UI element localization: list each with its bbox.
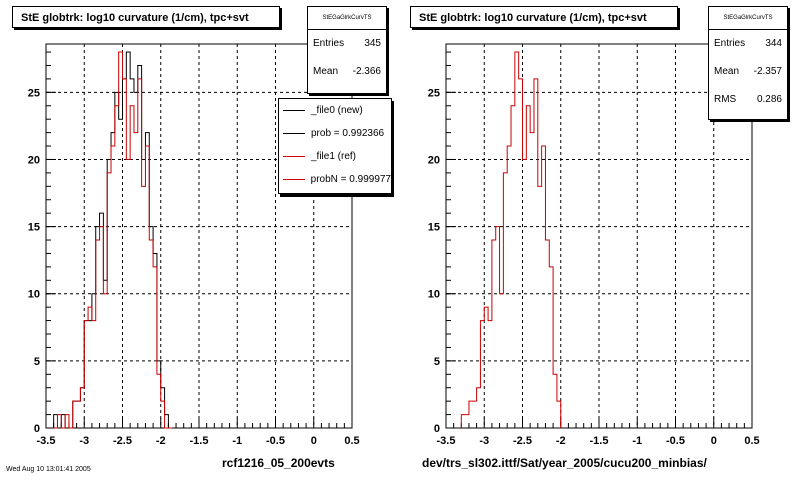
legend-entry-probn: probN = 0.999977 [279, 168, 391, 191]
legend-label-file0: _file0 (new) [311, 105, 363, 116]
chart0-series-1-histogram [53, 51, 173, 429]
chart1-y-tick-label: 15 [428, 222, 440, 234]
chart0-x-tick-label: -2 [156, 435, 166, 447]
right-chart-title: StE globtrk: log10 curvature (1/cm), tpc… [410, 6, 678, 28]
left-stats-entries-label: Entries [313, 38, 345, 49]
right-x-axis-label: dev/trs_sl302.ittf/Sat/year_2005/cucu200… [422, 456, 707, 470]
left-stats-name: StEGaGlrkCurvTS [308, 7, 386, 30]
right-stats-rms-label: RMS [714, 94, 737, 105]
legend-swatch-prob [283, 133, 305, 134]
chart1-y-tick-label: 25 [428, 87, 440, 99]
left-stats-entries-value: 345 [364, 38, 381, 49]
chart0-x-tick-label: 0.5 [344, 435, 359, 447]
left-legend: _file0 (new) prob = 0.992366 _file1 (ref… [278, 98, 392, 194]
right-stats-name: StEGaGlrkCurvTS [709, 7, 787, 30]
chart0-x-tick-label: 0 [311, 435, 317, 447]
left-chart-title: StE globtrk: log10 curvature (1/cm), tpc… [12, 6, 280, 28]
chart0-x-tick-label: -3.5 [37, 435, 56, 447]
chart1-x-tick-label: -1.5 [590, 435, 609, 447]
chart0-y-tick-label: 25 [28, 87, 40, 99]
legend-swatch-probn [283, 179, 305, 180]
right-histogram-plot: -3.5 -3 -2.5 -2 -1.5 -1 -0.5 0 0.5 0 5 10 15 20 25 [428, 43, 760, 447]
chart0-y-tick-label: 10 [28, 289, 40, 301]
chart0-y-tick-label: 20 [28, 154, 40, 166]
right-stats-entries-value: 344 [765, 38, 782, 49]
right-stats-mean-value: -2.357 [753, 66, 782, 77]
right-stats-box: StEGaGlrkCurvTS Entries 344 Mean -2.357 … [708, 6, 788, 120]
legend-entry-prob: prob = 0.992366 [279, 122, 391, 145]
right-stats-entries-row: Entries 344 [709, 30, 787, 58]
left-x-axis-label: rcf1216_05_200evts [222, 456, 335, 470]
chart0-y-tick-label: 0 [34, 423, 40, 435]
legend-label-probn: probN = 0.999977 [310, 174, 391, 185]
chart1-y-tick-label: 20 [428, 154, 440, 166]
legend-entry-file1: _file1 (ref) [279, 145, 391, 168]
left-stats-mean-value: -2.366 [352, 66, 381, 77]
chart1-y-tick-label: 0 [434, 423, 440, 435]
chart0-x-tick-label: -2.5 [113, 435, 132, 447]
chart0-y-tick-label: 15 [28, 222, 40, 234]
chart1-x-tick-label: -2 [556, 435, 566, 447]
left-histogram-pad: -3.5 -3 -2.5 -2 -1.5 -1 -0.5 0 0.5 0 5 10 15 20 25 StE… [12, 6, 392, 470]
chart0-y-tick-label: 5 [34, 356, 40, 368]
right-stats-rms-value: 0.286 [756, 94, 782, 105]
chart0-x-tick-label: -1.5 [190, 435, 209, 447]
right-stats-rms-row: RMS 0.286 [709, 86, 787, 114]
chart1-x-tick-label: -3 [479, 435, 489, 447]
chart1-y-tick-label: 10 [428, 289, 440, 301]
chart1-x-tick-label: -0.5 [666, 435, 685, 447]
legend-swatch-ref [283, 156, 305, 157]
legend-swatch-new [283, 110, 305, 111]
left-stats-box: StEGaGlrkCurvTS Entries 345 Mean -2.366 [307, 6, 387, 94]
left-stats-mean-label: Mean [313, 66, 339, 77]
chart1-y-tick-label: 5 [434, 356, 440, 368]
chart1-x-tick-label: -3.5 [437, 435, 456, 447]
right-stats-entries-label: Entries [714, 38, 746, 49]
chart1-x-tick-label: 0 [711, 435, 717, 447]
chart0-x-tick-label: -1 [232, 435, 242, 447]
right-histogram-pad: -3.5 -3 -2.5 -2 -1.5 -1 -0.5 0 0.5 0 5 10 15 20 25 StE… [400, 0, 800, 480]
left-stats-entries-row: Entries 345 [308, 30, 386, 58]
legend-label-prob: prob = 0.992366 [311, 128, 385, 139]
chart0-x-tick-label: -3 [79, 435, 89, 447]
chart1-x-tick-label: 0.5 [744, 435, 759, 447]
chart0-x-tick-label: -0.5 [266, 435, 285, 447]
legend-label-file1: _file1 (ref) [311, 151, 357, 162]
footer-timestamp: Wed Aug 10 13:01:41 2005 [6, 466, 91, 473]
right-stats-mean-label: Mean [714, 66, 740, 77]
chart1-x-tick-label: -2.5 [513, 435, 532, 447]
chart1-series-0-histogram [460, 51, 562, 428]
left-stats-mean-row: Mean -2.366 [308, 58, 386, 86]
right-stats-mean-row: Mean -2.357 [709, 58, 787, 86]
chart1-x-tick-label: -1 [632, 435, 642, 447]
legend-entry-file0: _file0 (new) [279, 99, 391, 122]
